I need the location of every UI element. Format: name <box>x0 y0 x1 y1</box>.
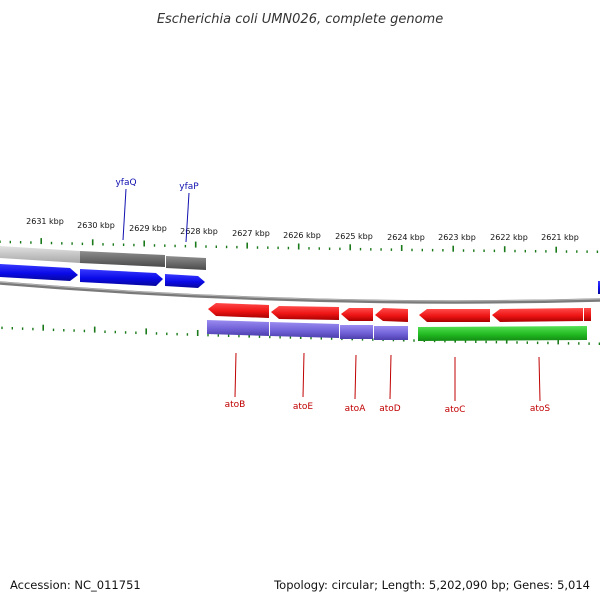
reverse-span-bars <box>207 320 587 341</box>
gene-arrow-atoE[interactable] <box>271 306 339 320</box>
gene-label-atoE[interactable]: atoE <box>293 402 314 412</box>
gene-arrow-atoS[interactable] <box>492 308 583 322</box>
chart-title: Escherichia coli UMN026, complete genome <box>157 12 443 27</box>
span-bar-purple-atoA <box>340 325 373 339</box>
leader-line-atoB <box>234 352 237 398</box>
forward-gene-arrows <box>0 264 600 294</box>
gene-arrow-yfaP[interactable] <box>165 274 205 288</box>
scale-label-2626: 2626 kbp <box>283 231 321 240</box>
scale-label-2625: 2625 kbp <box>335 232 373 241</box>
scale-label-2621: 2621 kbp <box>541 233 579 242</box>
scale-label-2622: 2622 kbp <box>490 233 528 242</box>
leader-line-atoA <box>354 354 357 400</box>
leader-line-yfaP <box>185 192 190 243</box>
span-bar-light <box>0 246 80 263</box>
scale-label-2630: 2630 kbp <box>77 221 115 230</box>
scale-label-2624: 2624 kbp <box>387 233 425 242</box>
reverse-gene-arrows <box>208 303 591 322</box>
forward-span-bars <box>0 246 206 270</box>
span-bar-purple-atoE <box>270 322 339 338</box>
forward-gene-labels: yfaQ yfaP <box>115 178 199 243</box>
leader-line-atoE <box>302 352 305 398</box>
gene-label-yfaQ[interactable]: yfaQ <box>115 178 136 188</box>
gene-label-atoS[interactable]: atoS <box>530 404 551 414</box>
gene-arrow-atoC[interactable] <box>419 309 490 322</box>
scale-label-2623: 2623 kbp <box>438 233 476 242</box>
genome-backbone <box>0 281 600 304</box>
reverse-gene-labels: atoB atoE atoA atoD atoC atoS <box>225 352 551 415</box>
scale-label-2631: 2631 kbp <box>26 217 64 226</box>
scale-labels: 2631 kbp 2630 kbp 2629 kbp 2628 kbp 2627… <box>26 217 579 242</box>
leader-line-atoD <box>389 354 392 400</box>
gene-arrow-yfaQ[interactable] <box>80 269 163 286</box>
span-bar-green-atoCS <box>418 326 587 341</box>
gene-arrow-atoD[interactable] <box>375 308 408 322</box>
gene-label-atoD[interactable]: atoD <box>379 404 401 414</box>
gene-label-atoA[interactable]: atoA <box>345 404 367 414</box>
gene-arrow-atoS-tail[interactable] <box>584 308 591 321</box>
gene-label-yfaP[interactable]: yfaP <box>179 182 199 192</box>
leader-line-atoS <box>538 356 541 402</box>
gene-label-atoC[interactable]: atoC <box>445 405 466 415</box>
span-bar-dark-yfaP <box>166 256 206 270</box>
gene-arrow-atoB[interactable] <box>208 303 269 318</box>
scale-label-2629: 2629 kbp <box>129 224 167 233</box>
leader-line-yfaQ <box>122 188 127 241</box>
span-bar-purple-atoB <box>207 320 269 336</box>
gene-arrow-upstream[interactable] <box>0 264 78 281</box>
outer-tick-marks <box>0 238 599 253</box>
genome-stats-label: Topology: circular; Length: 5,202,090 bp… <box>274 578 590 592</box>
gene-label-atoB[interactable]: atoB <box>225 400 246 410</box>
span-bar-purple-atoD <box>374 326 408 340</box>
accession-label: Accession: NC_011751 <box>10 578 141 592</box>
scale-label-2627: 2627 kbp <box>232 229 270 238</box>
scale-label-2628: 2628 kbp <box>180 227 218 236</box>
span-bar-dark-yfaQ <box>80 251 165 267</box>
gene-arrow-atoA[interactable] <box>341 308 373 321</box>
